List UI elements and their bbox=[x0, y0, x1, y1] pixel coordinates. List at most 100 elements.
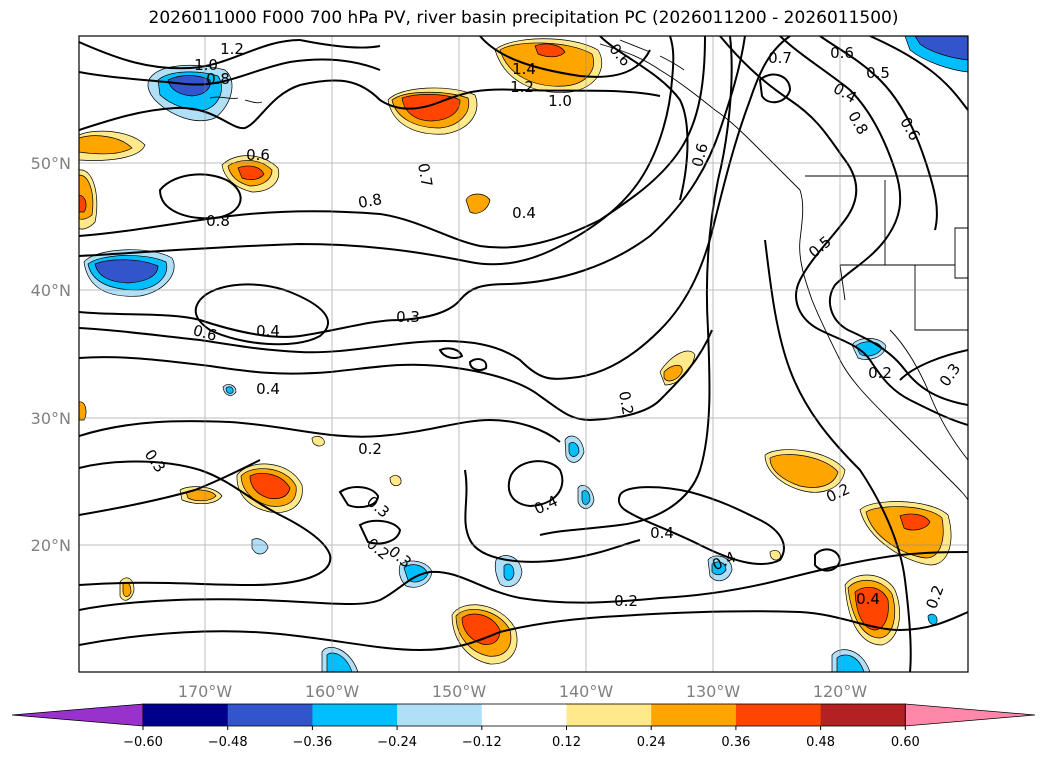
pos-blob bbox=[79, 401, 87, 421]
pv-contour-label: 0.7 bbox=[414, 162, 436, 189]
contour-line bbox=[438, 347, 464, 359]
contour-line bbox=[79, 79, 661, 131]
contour-line bbox=[358, 519, 402, 545]
pv-contour-label: 0.6 bbox=[246, 146, 270, 164]
contour-line bbox=[899, 349, 968, 381]
colorbar-tick-label: −0.48 bbox=[208, 735, 248, 750]
lat-label: 20°N bbox=[31, 536, 71, 555]
pos-blob bbox=[769, 454, 839, 488]
pv-contour-label: 0.2 bbox=[614, 592, 638, 610]
colorbar-bin bbox=[566, 704, 652, 726]
colorbar-tick-label: −0.12 bbox=[462, 735, 502, 750]
lat-axis: 50°N 40°N 30°N 20°N bbox=[31, 154, 71, 555]
contour-line bbox=[79, 36, 791, 380]
map-frame bbox=[78, 35, 969, 673]
neg-blob bbox=[711, 561, 727, 576]
colorbar-tick-label: −0.36 bbox=[292, 735, 332, 750]
pos-blob-core bbox=[534, 43, 566, 58]
pos-blob-outer bbox=[769, 550, 781, 561]
pv-contour-label: 1.0 bbox=[194, 56, 218, 74]
pv-contour-label: 0.2 bbox=[358, 440, 382, 458]
lon-label: 140°W bbox=[559, 682, 614, 701]
pos-blob-outer bbox=[389, 475, 402, 487]
pv-contour-label: 0.6 bbox=[688, 141, 712, 169]
border bbox=[914, 265, 968, 331]
border bbox=[954, 227, 968, 279]
contour-line bbox=[79, 460, 332, 587]
lon-axis: 170°W 160°W 150°W 140°W 130°W 120°W bbox=[178, 682, 868, 701]
colorbar-extend-min bbox=[11, 703, 144, 727]
lon-label: 120°W bbox=[813, 682, 868, 701]
contour-line bbox=[79, 329, 713, 422]
lon-label: 160°W bbox=[305, 682, 360, 701]
contour-line bbox=[79, 36, 675, 266]
pv-contour-label: 0.5 bbox=[866, 64, 890, 82]
contour-line bbox=[299, 39, 381, 49]
contour-line bbox=[479, 36, 651, 78]
coastline bbox=[209, 96, 263, 104]
colorbar-bin bbox=[651, 704, 737, 726]
pv-contour-label: 0.8 bbox=[357, 190, 384, 212]
lat-label: 30°N bbox=[31, 409, 71, 428]
colorbar-bin bbox=[227, 704, 313, 726]
colorbar-bin bbox=[143, 704, 229, 726]
pv-contour-label: 0.2 bbox=[868, 364, 892, 382]
contour-line bbox=[617, 486, 785, 566]
contour-line bbox=[779, 36, 968, 406]
pv-contour-label: 0.7 bbox=[768, 49, 792, 67]
contour-line bbox=[79, 418, 561, 443]
pv-contour-label: 0.4 bbox=[650, 524, 674, 542]
pos-blob-core bbox=[79, 194, 87, 213]
neg-blob-core bbox=[167, 75, 211, 97]
contour-line bbox=[79, 459, 261, 516]
coastline bbox=[619, 39, 685, 71]
colorbar-extend-max bbox=[904, 703, 1036, 727]
border bbox=[839, 264, 846, 301]
contour-line bbox=[819, 36, 938, 231]
pos-blob-core bbox=[401, 94, 461, 122]
pos-blob bbox=[663, 364, 683, 382]
pos-blob-outer bbox=[311, 436, 325, 447]
pos-blob-core bbox=[899, 513, 931, 531]
pv-contour-label: 0.4 bbox=[856, 590, 880, 608]
contour-line bbox=[338, 486, 380, 509]
colorbar-tick-label: 0.48 bbox=[806, 735, 835, 750]
contour-line bbox=[79, 36, 706, 249]
contour-line bbox=[79, 551, 968, 611]
lon-label: 170°W bbox=[178, 682, 233, 701]
neg-blob bbox=[225, 386, 234, 394]
lat-label: 50°N bbox=[31, 154, 71, 173]
pv-contour-label: 0.8 bbox=[206, 212, 230, 230]
contour-line bbox=[719, 36, 968, 426]
contour-line bbox=[79, 58, 381, 86]
colorbar-bin bbox=[735, 704, 822, 726]
pos-blob-core bbox=[249, 473, 291, 500]
colorbar-tick-label: −0.60 bbox=[123, 735, 163, 750]
pv-contour-label: 0.8 bbox=[206, 70, 230, 88]
lon-label: 130°W bbox=[686, 682, 741, 701]
neg-blob bbox=[927, 613, 938, 625]
pv-contour-label: 0.4 bbox=[512, 204, 536, 222]
contour-line bbox=[758, 73, 792, 104]
map-background bbox=[79, 36, 968, 672]
contour-line bbox=[468, 358, 488, 371]
gridlines bbox=[79, 36, 968, 672]
colorbar: −0.60 −0.48 −0.36 −0.24 −0.12 0.12 0.24 0.36 0.4… bbox=[11, 703, 1036, 750]
colorbar-bin bbox=[397, 704, 483, 726]
pos-blob-core bbox=[854, 586, 889, 631]
pv-contour-label: 0.4 bbox=[256, 322, 280, 340]
colorbar-bin bbox=[820, 704, 906, 726]
pos-blob bbox=[465, 193, 491, 214]
lon-label: 150°W bbox=[432, 682, 487, 701]
neg-blob bbox=[326, 652, 353, 672]
neg-blob bbox=[568, 442, 580, 457]
colorbar-tick-label: −0.24 bbox=[377, 735, 417, 750]
contour-line bbox=[507, 460, 564, 508]
pv-contour-label: 1.0 bbox=[548, 92, 572, 110]
pos-blob bbox=[79, 135, 133, 155]
map-title: 2026011000 F000 700 hPa PV, river basin … bbox=[148, 8, 899, 28]
contour-line bbox=[464, 469, 641, 563]
colorbar-tick-label: 0.12 bbox=[552, 735, 581, 750]
pv-contour-label: 0.3 bbox=[396, 308, 420, 326]
